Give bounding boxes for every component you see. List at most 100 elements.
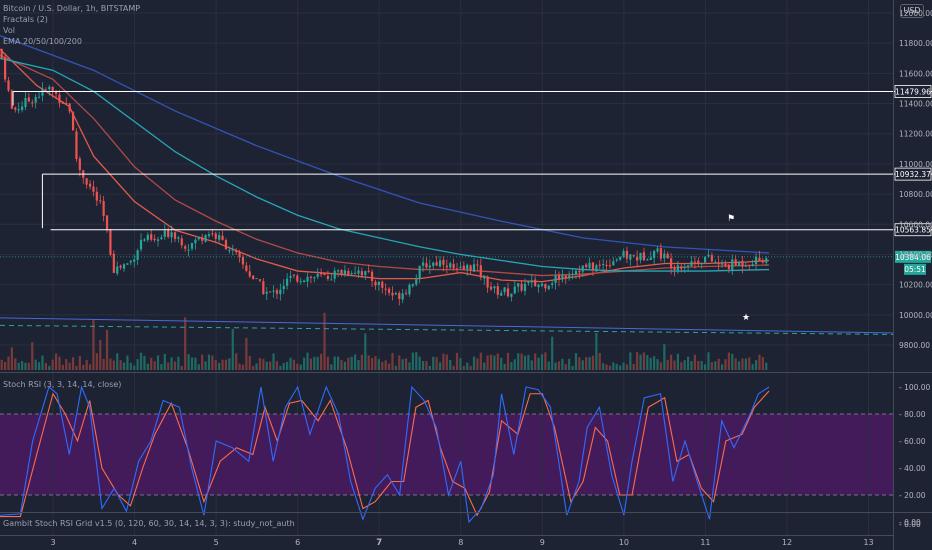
candle-body — [320, 273, 323, 275]
candle-body — [292, 274, 296, 276]
volume-bar — [326, 356, 330, 370]
stoch-rsi-d-line — [0, 390, 770, 518]
volume-bar — [472, 356, 476, 370]
ema-lines — [0, 35, 770, 283]
volume-bar — [602, 363, 605, 370]
candle-body — [374, 281, 377, 286]
candle-body — [248, 271, 251, 277]
volume-bar — [534, 353, 537, 370]
volume-bar — [170, 357, 173, 370]
volume-bar — [146, 363, 149, 370]
candle-body — [751, 264, 754, 266]
candle-body — [714, 262, 717, 264]
volume-bar — [122, 362, 126, 370]
candle-body — [462, 265, 465, 270]
price-tick-label: 11800.00 — [899, 39, 932, 48]
volume-bar — [272, 353, 275, 370]
rsi-tick-label: - 60.00 — [899, 437, 926, 446]
volume-bar — [489, 354, 493, 370]
volume-bar — [744, 358, 747, 370]
volume-bar — [700, 361, 703, 370]
candle-body — [238, 252, 241, 258]
price-tick-label: 10200.00 — [899, 281, 932, 290]
volume-bar — [693, 354, 696, 370]
time-axis-background[interactable] — [0, 535, 893, 550]
volume-bar — [370, 358, 374, 370]
stoch-rsi-k-line — [0, 385, 770, 524]
volume-bar — [235, 353, 238, 370]
candle-body — [602, 264, 605, 266]
volume-bar — [737, 361, 741, 370]
volume-bar — [686, 356, 690, 370]
candle-body — [527, 281, 530, 284]
volume-bar — [184, 317, 187, 370]
volume-bar — [221, 359, 224, 370]
candle-body — [85, 178, 88, 185]
volume-bar — [469, 365, 472, 370]
candle-body — [272, 290, 275, 292]
stoch-rsi-title[interactable]: Stoch RSI (3, 3, 14, 14, close) — [3, 380, 122, 389]
candle-body — [303, 280, 306, 283]
candle-body — [126, 263, 129, 265]
volume-bar — [676, 353, 680, 370]
volume-bar — [330, 364, 333, 370]
indicator-ema[interactable]: EMA 20/50/100/200 — [3, 37, 82, 46]
volume-bar — [252, 365, 255, 370]
volume-bar — [292, 359, 296, 370]
candle-body — [129, 260, 132, 263]
price-tick-label: 12000.00 — [899, 9, 932, 18]
candle-body — [109, 229, 112, 255]
volume-bar — [364, 333, 367, 370]
volume-bar — [734, 358, 737, 370]
volume-bar — [347, 357, 350, 370]
volume-bar — [615, 363, 618, 370]
candle-body — [557, 274, 561, 280]
volume-bar — [275, 361, 279, 370]
volume-bar — [0, 359, 3, 370]
volume-bar — [340, 359, 343, 370]
candle-body — [479, 265, 482, 278]
volume-bar — [697, 360, 700, 370]
star-marker: ★ — [742, 313, 750, 323]
candle-body — [503, 287, 506, 293]
candle-body — [727, 264, 730, 269]
candle-body — [353, 272, 357, 274]
time-tick-label: 12 — [782, 538, 792, 547]
volume-bar — [299, 364, 302, 370]
indicator-volume[interactable]: Vol — [3, 26, 15, 35]
candle-body — [61, 102, 64, 104]
candle-body — [455, 268, 459, 270]
volume-bar — [391, 352, 394, 370]
volume-bar — [483, 362, 486, 370]
volume-bar — [78, 355, 81, 370]
candle-body — [306, 276, 309, 282]
volume-bar — [190, 357, 194, 370]
candle-body — [700, 263, 703, 265]
axis-labels: 12000.00 11800.00 11600.00 11400.00 11200.00… — [50, 9, 932, 548]
currency-button[interactable]: USD — [900, 4, 924, 18]
volume-bar — [214, 359, 217, 370]
volume-bar — [557, 361, 561, 370]
candle-body — [544, 284, 547, 289]
bottom-panel-background — [0, 513, 893, 535]
candle-body — [78, 158, 81, 171]
volume-bar — [690, 361, 693, 370]
volume-bar — [48, 365, 51, 370]
volume-bar — [503, 363, 506, 370]
volume-bar — [374, 356, 377, 370]
volume-bar — [65, 359, 68, 370]
time-tick-label: 9 — [540, 538, 545, 547]
candle-body — [68, 103, 71, 112]
volume-bar — [724, 359, 727, 370]
volume-bar — [540, 354, 544, 370]
candle-body — [275, 290, 279, 294]
volume-bar — [561, 358, 564, 370]
volume-bar — [401, 359, 404, 370]
volume-bar — [112, 360, 115, 370]
candle-body — [500, 292, 503, 296]
volume-bar — [129, 362, 132, 370]
candle-body — [404, 292, 408, 294]
gambit-study-title[interactable]: Gambit Stoch RSI Grid v1.5 (0, 120, 60, … — [3, 519, 295, 528]
indicator-fractals[interactable]: Fractals (2) — [3, 15, 48, 24]
